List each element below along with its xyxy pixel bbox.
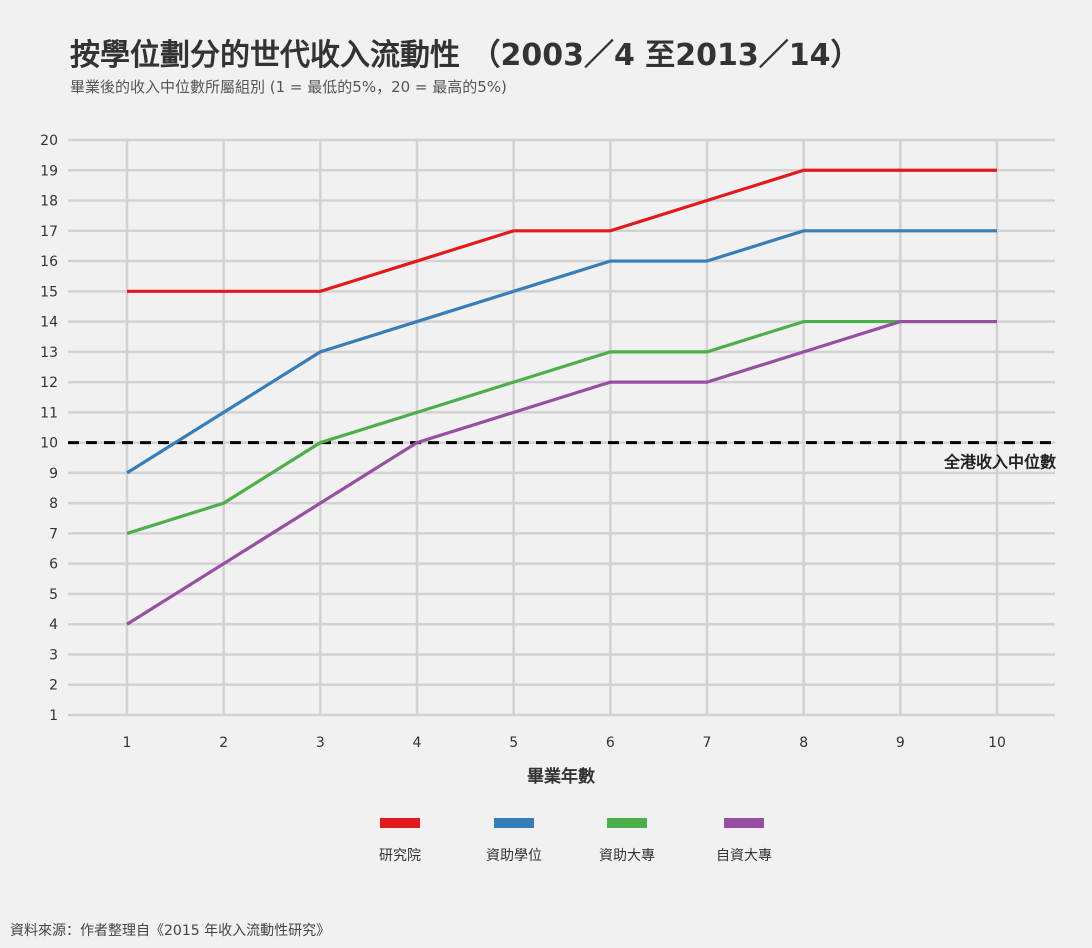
x-tick-label: 10 [988,735,1006,751]
legend-label: 資助大專 [599,848,655,864]
y-tick-label: 3 [49,647,58,663]
x-tick-label: 6 [606,735,615,751]
legend-label: 研究院 [379,848,421,864]
chart-title: 按學位劃分的世代收入流動性 （2003／4 至2013／14） [70,38,861,73]
x-tick-label: 8 [799,735,808,751]
source-note: 資料來源：作者整理自《2015 年收入流動性研究》 [10,923,331,939]
reference-line-group: 全港收入中位數 [68,441,1056,472]
chart-subtitle: 畢業後的收入中位數所屬組別 (1 = 最低的5%，20 = 最高的5%) [70,78,507,96]
y-tick-label: 2 [49,678,58,694]
legend-swatch [380,818,420,828]
y-tick-label: 7 [49,526,58,542]
series-line-3 [126,319,997,535]
y-tick-label: 12 [40,375,58,391]
series-line-2 [126,229,997,475]
x-axis-ticks: 1 2 3 4 5 6 7 8 9 10 [123,735,1006,751]
series-line-4 [126,319,997,626]
grid-lines [68,138,1055,717]
y-tick-label: 1 [49,708,58,724]
legend: 研究院 資助學位 資助大專 自資大專 [379,818,772,864]
y-tick-label: 14 [40,315,58,331]
legend-swatch [494,818,534,828]
legend-swatch [607,818,647,828]
y-tick-label: 17 [40,224,58,240]
x-tick-label: 7 [703,735,712,751]
legend-label: 資助學位 [486,848,542,864]
y-tick-label: 13 [40,345,58,361]
y-tick-label: 18 [40,194,58,210]
x-tick-label: 3 [316,735,325,751]
x-tick-label: 2 [219,735,228,751]
y-tick-label: 15 [40,284,58,300]
series-line-1 [127,168,997,293]
y-tick-label: 19 [40,163,58,179]
y-tick-label: 20 [40,133,58,149]
x-tick-label: 5 [509,735,518,751]
legend-swatch [724,818,764,828]
x-tick-label: 9 [896,735,905,751]
y-tick-label: 9 [49,466,58,482]
reference-line-label: 全港收入中位數 [943,453,1056,472]
y-tick-label: 16 [40,254,58,270]
y-tick-label: 10 [40,436,58,452]
y-tick-label: 11 [40,405,58,421]
x-tick-label: 4 [413,735,422,751]
series-lines [126,168,997,626]
y-tick-label: 4 [49,617,58,633]
x-axis-label: 畢業年數 [527,766,595,787]
y-tick-label: 5 [49,587,58,603]
legend-label: 自資大專 [716,848,772,864]
y-tick-label: 8 [49,496,58,512]
y-tick-label: 6 [49,557,58,573]
x-tick-label: 1 [123,735,132,751]
